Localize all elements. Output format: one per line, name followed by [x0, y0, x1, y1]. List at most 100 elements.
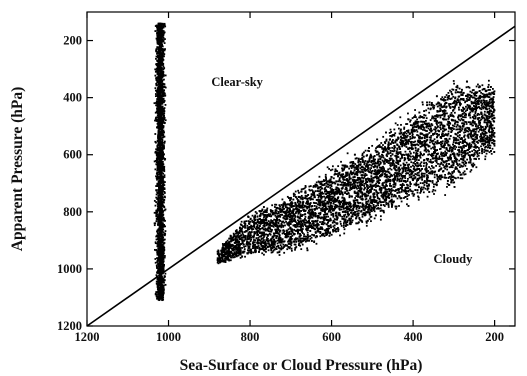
cloudy-point — [308, 185, 311, 188]
cloudy-point — [432, 116, 435, 119]
cloudy-point — [283, 230, 286, 233]
cloudy-point — [421, 178, 424, 181]
clear-sky-point — [155, 235, 158, 238]
cloudy-point — [350, 209, 353, 212]
clear-sky-point — [162, 53, 165, 55]
clear-sky-point — [159, 120, 162, 123]
clear-sky-point — [158, 132, 160, 135]
clear-sky-point — [157, 283, 160, 286]
clear-sky-point — [162, 204, 164, 207]
clear-sky-point — [161, 34, 163, 37]
clear-sky-point — [162, 277, 165, 280]
clear-sky-point — [161, 280, 164, 283]
cloudy-point — [249, 234, 252, 236]
clear-sky-point — [160, 97, 163, 100]
clear-sky-point — [160, 147, 163, 150]
cloudy-point — [433, 173, 436, 176]
clear-sky-point — [161, 198, 164, 201]
clear-sky-point — [157, 75, 160, 78]
clear-sky-point — [159, 295, 162, 297]
clear-sky-point — [159, 101, 162, 104]
clear-sky-point — [160, 280, 163, 283]
clear-sky-point — [161, 105, 164, 108]
cloudy-point — [409, 185, 412, 188]
clear-sky-point — [159, 241, 162, 244]
cloudy-point — [372, 209, 375, 211]
clear-sky-point — [163, 176, 166, 178]
clear-sky-point — [161, 74, 163, 76]
clear-sky-point — [162, 73, 165, 76]
clear-sky-point — [164, 25, 167, 28]
clear-sky-point — [156, 104, 158, 107]
cloudy-point — [485, 100, 488, 102]
clear-sky-point — [157, 241, 160, 244]
cloudy-point — [333, 200, 335, 203]
clear-sky-point — [163, 131, 165, 134]
cloudy-point — [407, 155, 409, 158]
clear-sky-point — [155, 82, 158, 85]
cloudy-point — [473, 142, 476, 145]
clear-sky-point — [156, 72, 159, 74]
clear-sky-point — [162, 185, 165, 187]
clear-sky-point — [158, 268, 161, 271]
cloudy-point — [216, 250, 219, 253]
clear-sky-point — [159, 259, 161, 262]
clear-sky-point — [163, 24, 166, 27]
clear-sky-point — [161, 230, 164, 233]
clear-sky-point — [155, 63, 158, 65]
cloudy-point — [490, 152, 493, 155]
clear-sky-point — [161, 266, 163, 268]
clear-sky-point — [156, 64, 159, 67]
clear-sky-point — [161, 245, 164, 247]
cloudy-point — [361, 215, 364, 218]
cloudy-point — [480, 118, 483, 121]
cloudy-point — [310, 224, 313, 227]
cloudy-point — [432, 161, 434, 163]
clear-sky-point — [157, 229, 160, 232]
cloudy-point — [263, 228, 266, 231]
cloudy-point — [449, 89, 451, 92]
clear-sky-point — [164, 196, 166, 199]
clear-sky-point — [156, 96, 159, 98]
clear-sky-point — [160, 185, 162, 188]
clear-sky-point — [161, 52, 164, 54]
cloudy-point — [397, 163, 400, 166]
clear-sky-point — [157, 46, 160, 49]
cloudy-point — [373, 193, 376, 196]
cloudy-point — [469, 170, 472, 173]
clear-sky-point — [156, 295, 158, 297]
cloudy-point — [377, 172, 380, 175]
clear-sky-point — [159, 157, 162, 159]
clear-sky-point — [162, 292, 164, 294]
clear-sky-point — [160, 177, 163, 180]
cloudy-point — [338, 208, 341, 211]
clear-sky-point — [163, 92, 166, 95]
cloudy-point — [468, 86, 471, 89]
cloudy-point — [441, 99, 444, 101]
cloudy-point — [404, 188, 407, 191]
clear-sky-point — [157, 108, 160, 111]
clear-sky-point — [161, 32, 164, 34]
clear-sky-point — [161, 145, 164, 148]
clear-sky-point — [156, 46, 159, 49]
cloudy-point — [394, 141, 397, 144]
clear-sky-point — [155, 209, 158, 212]
clear-sky-point — [160, 60, 163, 63]
cloudy-point — [342, 203, 345, 206]
clear-sky-point — [163, 256, 166, 259]
cloudy-point — [411, 134, 414, 137]
clear-sky-point — [161, 153, 164, 156]
clear-sky-point — [156, 107, 158, 110]
clear-sky-point — [157, 298, 160, 301]
cloudy-point — [481, 115, 484, 117]
cloudy-point — [313, 191, 316, 194]
cloudy-point — [457, 121, 459, 124]
clear-sky-point — [155, 100, 158, 103]
cloudy-point — [448, 116, 450, 119]
clear-sky-point — [164, 94, 167, 97]
clear-sky-point — [159, 261, 162, 264]
clear-sky-point — [160, 179, 163, 181]
cloudy-point — [280, 226, 283, 229]
clear-sky-point — [163, 170, 166, 173]
clear-sky-point — [158, 51, 160, 53]
